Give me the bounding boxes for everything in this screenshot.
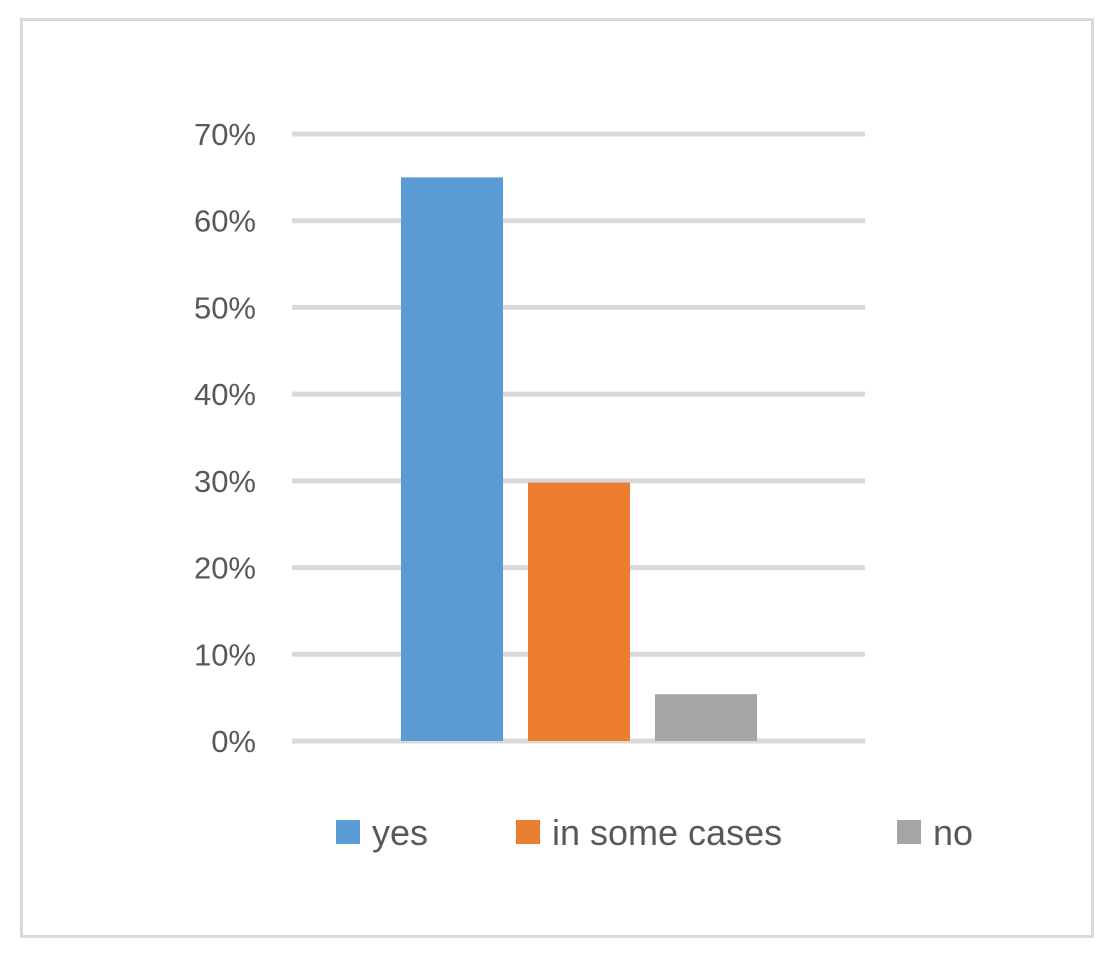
y-axis-tick-labels: 0% 10% 20% 30% 40% 50% 60% 70% [194,117,256,759]
legend-swatch-in-some-cases [516,820,540,844]
y-tick-label: 20% [194,551,256,586]
y-tick-label: 0% [211,724,256,759]
legend: yes in some cases no [336,812,973,853]
bar-yes [401,177,503,741]
y-tick-label: 70% [194,117,256,152]
bars [401,177,757,741]
bar-no [655,694,757,741]
y-tick-label: 10% [194,637,256,672]
bar-in-some-cases [528,482,630,741]
legend-swatch-no [897,820,921,844]
legend-label-yes: yes [372,812,428,853]
y-tick-label: 30% [194,464,256,499]
legend-swatch-yes [336,820,360,844]
gridlines [292,131,865,744]
chart-frame [20,18,1094,938]
y-tick-label: 50% [194,290,256,325]
y-tick-label: 60% [194,204,256,239]
legend-label-no: no [933,812,973,853]
legend-label-in-some-cases: in some cases [552,812,782,853]
y-tick-label: 40% [194,377,256,412]
